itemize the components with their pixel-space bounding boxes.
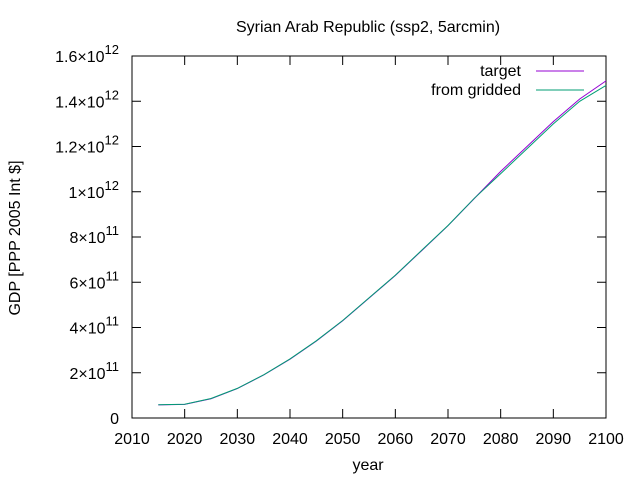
y-tick-label: 1.6×1012 [55, 42, 119, 66]
y-axis-ticks: 0 2×1011 4×1011 6×1011 8×1011 1×1012 1.2×1012 1… [55, 42, 606, 428]
x-tick-label: 2050 [325, 431, 361, 448]
legend: target from gridded [431, 63, 584, 99]
y-tick-label: 4×1011 [69, 314, 119, 338]
x-tick-label: 2020 [167, 431, 203, 448]
x-tick-label: 2010 [114, 431, 150, 448]
x-tick-label: 2060 [378, 431, 414, 448]
x-tick-label: 2080 [483, 431, 519, 448]
series-line-from-gridded [158, 84, 607, 406]
x-tick-label: 2040 [272, 431, 308, 448]
y-tick-label: 1.4×1012 [55, 87, 119, 111]
y-axis-label: GDP [PPP 2005 Int $] [7, 160, 24, 315]
y-tick-label: 1.2×1012 [55, 133, 119, 157]
y-tick-label: 2×1011 [69, 359, 119, 383]
y-tick-label: 8×1011 [69, 223, 119, 247]
x-tick-label: 2100 [588, 431, 624, 448]
plot-frame [131, 55, 607, 419]
series-line-target [158, 80, 607, 406]
x-axis-ticks: 2010 2020 2030 2040 2050 2060 2070 2080 2090 2100 [114, 56, 624, 448]
series-lines [158, 80, 607, 406]
y-tick-label: 6×1011 [69, 268, 119, 292]
chart-title: Syrian Arab Republic (ssp2, 5arcmin) [236, 19, 500, 36]
x-tick-label: 2030 [220, 431, 256, 448]
legend-label-target: target [480, 63, 521, 80]
y-tick-label: 0 [110, 411, 119, 428]
x-tick-label: 2070 [430, 431, 466, 448]
x-tick-label: 2090 [536, 431, 572, 448]
y-tick-label: 1×1012 [68, 178, 119, 202]
x-axis-label: year [352, 457, 384, 474]
legend-label-from-gridded: from gridded [431, 82, 521, 99]
